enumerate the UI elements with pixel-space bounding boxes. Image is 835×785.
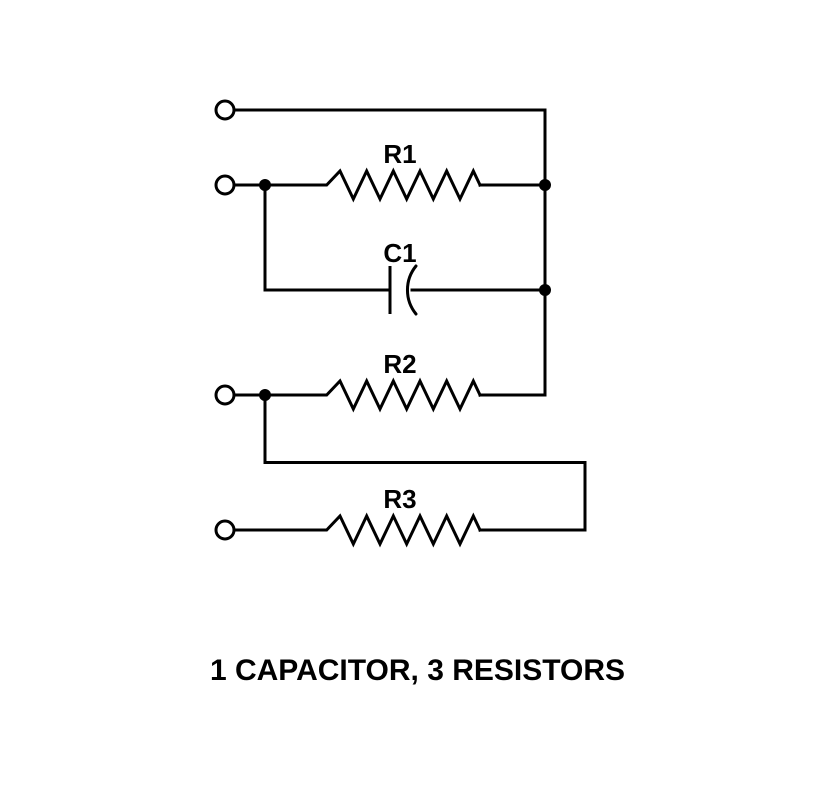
label-r2: R2 <box>383 349 416 379</box>
resistor-r2-body <box>320 381 480 409</box>
terminal-1 <box>216 101 234 119</box>
terminal-3 <box>216 386 234 404</box>
terminal-4 <box>216 521 234 539</box>
junction-r1-left <box>259 179 271 191</box>
label-r3: R3 <box>383 484 416 514</box>
resistor-r3-body <box>320 516 480 544</box>
terminal-2 <box>216 176 234 194</box>
junction-r2-left <box>259 389 271 401</box>
label-c1: C1 <box>383 238 416 268</box>
resistor-r1-body <box>320 171 480 199</box>
caption: 1 CAPACITOR, 3 RESISTORS <box>210 654 625 687</box>
junction-r1-right <box>539 179 551 191</box>
label-r1: R1 <box>383 139 416 169</box>
junction-c1-right <box>539 284 551 296</box>
